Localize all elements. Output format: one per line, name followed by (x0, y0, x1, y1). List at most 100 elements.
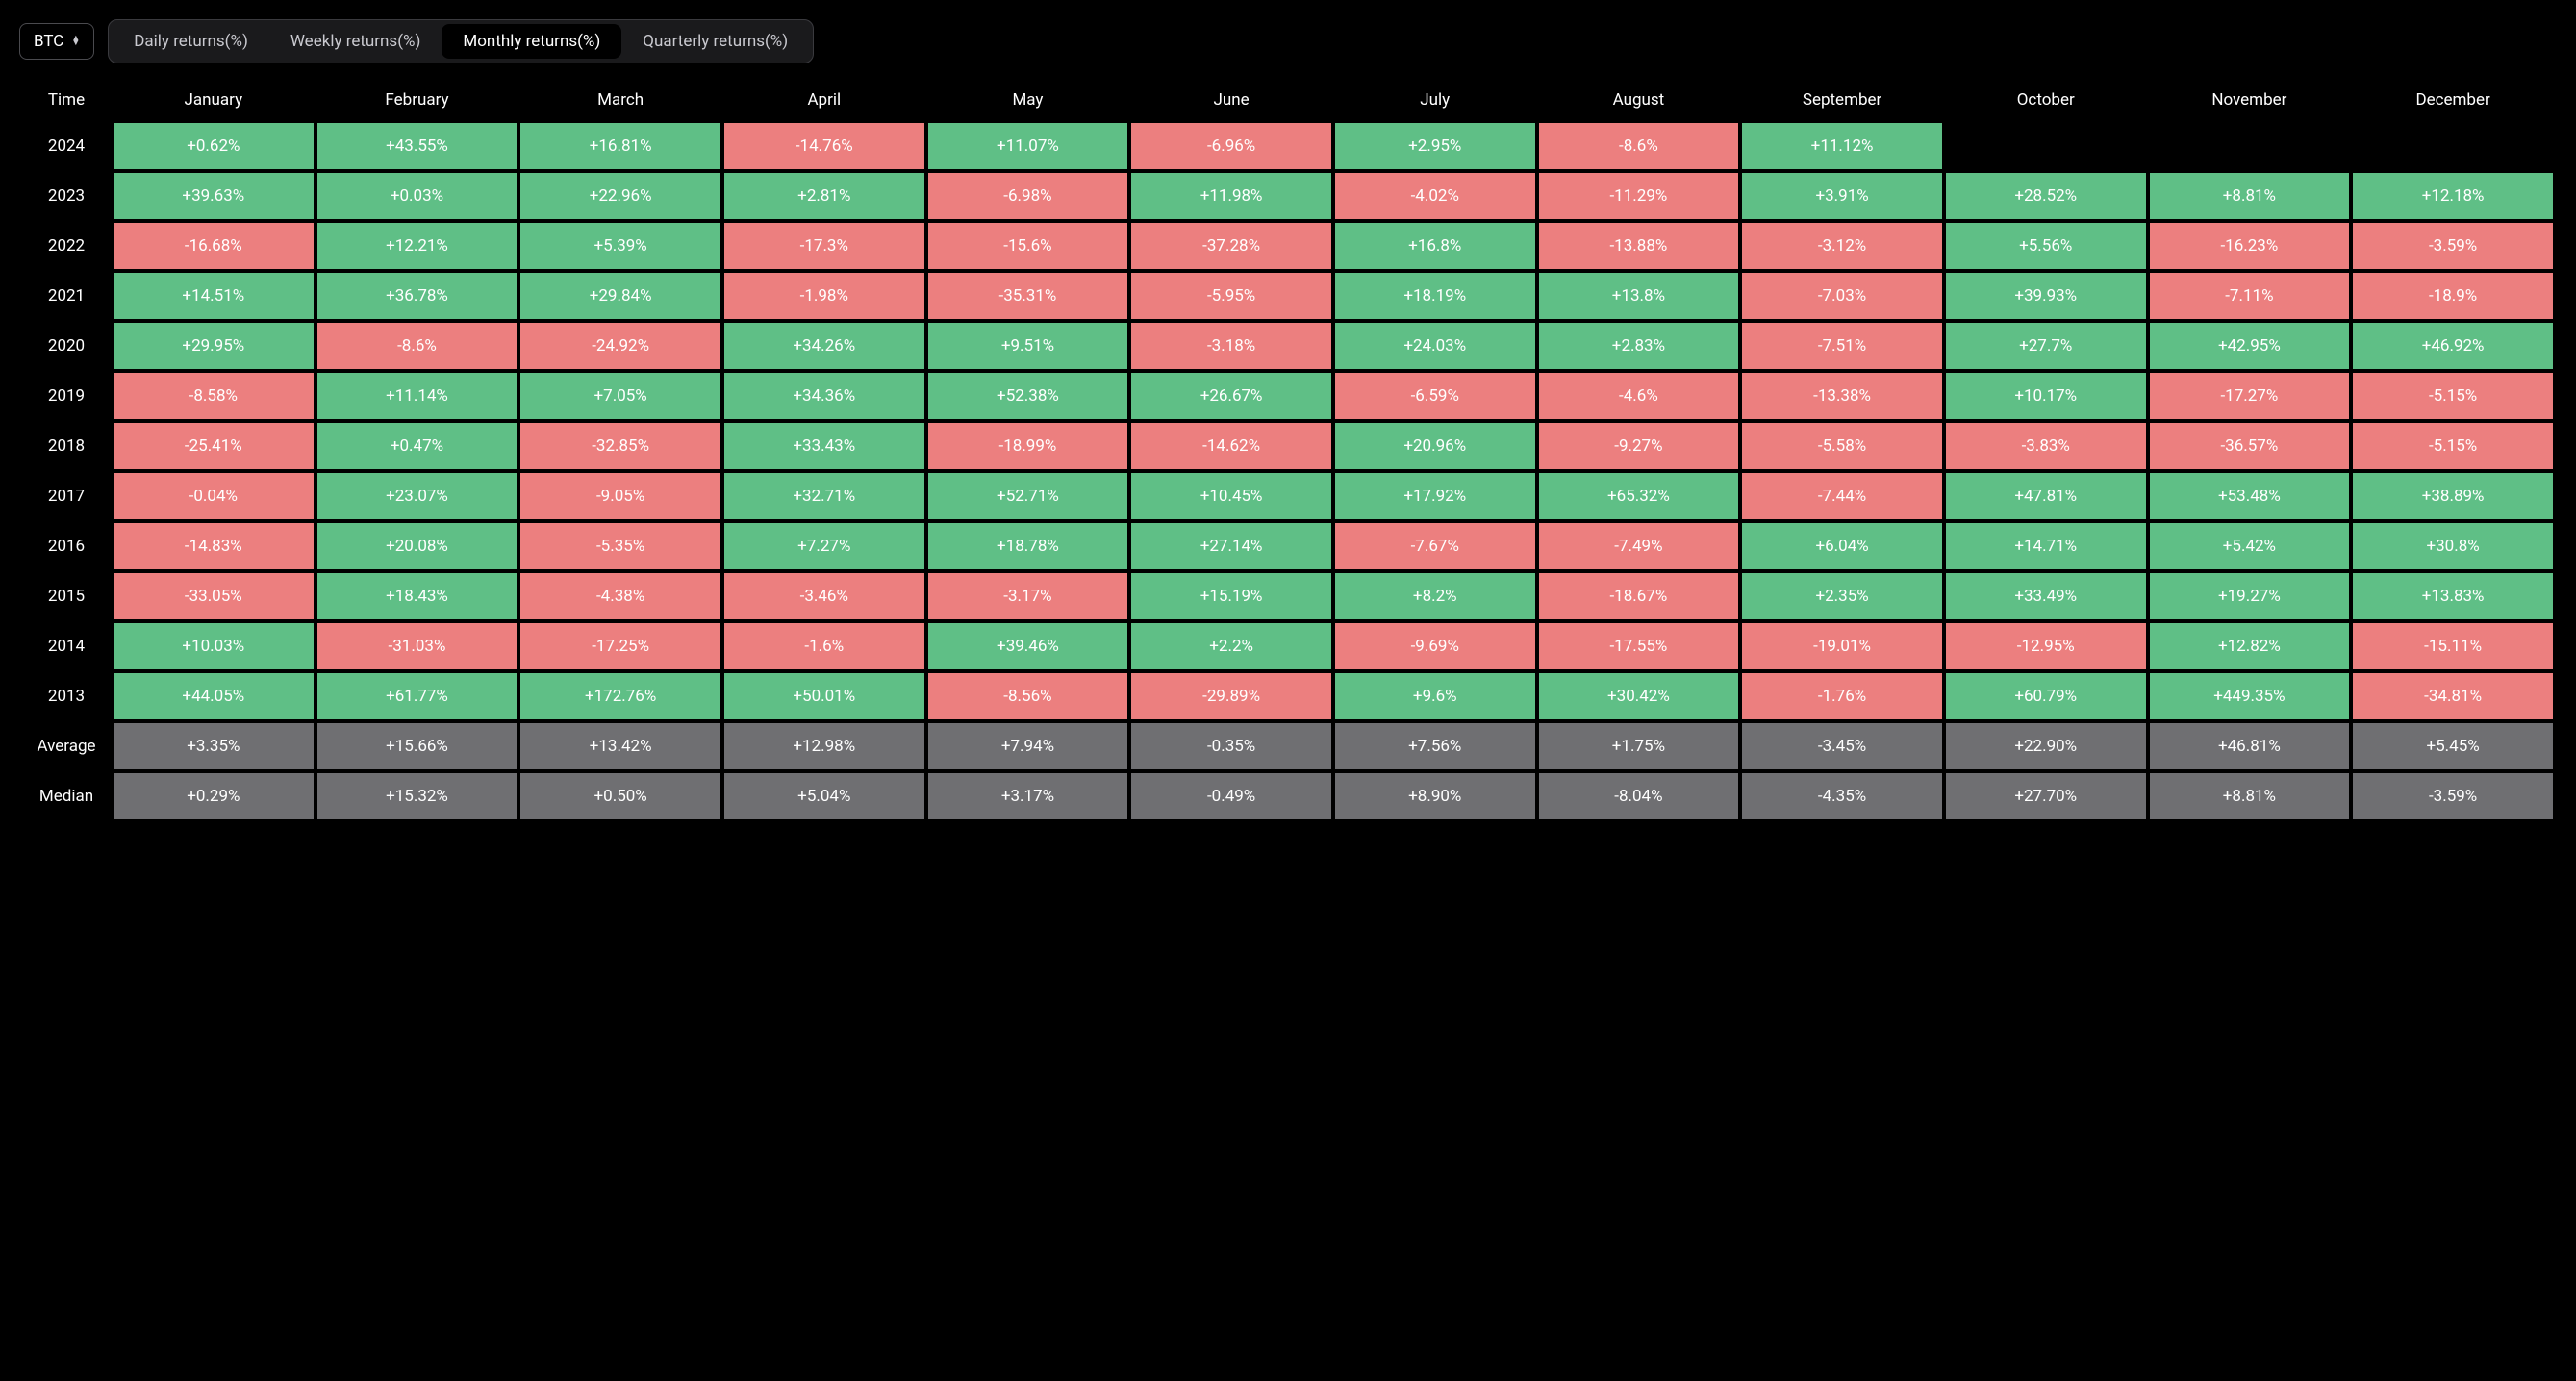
month-column-header: May (928, 81, 1128, 119)
summary-cell: +7.94% (928, 723, 1128, 769)
table-body: 2024+0.62%+43.55%+16.81%-14.76%+11.07%-6… (23, 123, 2553, 819)
return-cell: -16.23% (2150, 223, 2350, 269)
return-cell: +33.49% (1946, 573, 2146, 619)
table-row: 2018-25.41%+0.47%-32.85%+33.43%-18.99%-1… (23, 423, 2553, 469)
return-cell: -7.51% (1742, 323, 1942, 369)
return-cell: +11.14% (317, 373, 518, 419)
return-cell: -5.58% (1742, 423, 1942, 469)
return-cell: -7.03% (1742, 273, 1942, 319)
return-cell: +0.47% (317, 423, 518, 469)
return-cell: -5.35% (520, 523, 720, 569)
summary-cell: +5.45% (2353, 723, 2553, 769)
return-cell: +32.71% (724, 473, 924, 519)
return-cell: +26.67% (1131, 373, 1331, 419)
return-cell: +50.01% (724, 673, 924, 719)
return-cell: +2.81% (724, 173, 924, 219)
summary-label: Median (23, 773, 110, 819)
year-label: 2022 (23, 223, 110, 269)
return-cell: +39.93% (1946, 273, 2146, 319)
return-cell: -14.76% (724, 123, 924, 169)
return-cell: +46.92% (2353, 323, 2553, 369)
return-cell: -5.15% (2353, 373, 2553, 419)
return-cell: +42.95% (2150, 323, 2350, 369)
return-cell: -3.46% (724, 573, 924, 619)
return-cell: +18.78% (928, 523, 1128, 569)
month-column-header: February (317, 81, 518, 119)
return-cell: +5.39% (520, 223, 720, 269)
summary-cell: +3.35% (114, 723, 314, 769)
year-label: 2018 (23, 423, 110, 469)
return-cell: +20.96% (1335, 423, 1535, 469)
return-cell: +36.78% (317, 273, 518, 319)
return-cell: -9.27% (1539, 423, 1739, 469)
return-cell: -33.05% (114, 573, 314, 619)
summary-cell: +22.90% (1946, 723, 2146, 769)
return-cell: +10.17% (1946, 373, 2146, 419)
return-cell: +7.27% (724, 523, 924, 569)
summary-cell: +27.70% (1946, 773, 2146, 819)
interval-tab[interactable]: Daily returns(%) (113, 24, 269, 59)
table-row: 2015-33.05%+18.43%-4.38%-3.46%-3.17%+15.… (23, 573, 2553, 619)
return-cell: -1.76% (1742, 673, 1942, 719)
asset-selector[interactable]: BTC ▲▼ (19, 23, 94, 60)
return-cell: -29.89% (1131, 673, 1331, 719)
return-cell: -3.59% (2353, 223, 2553, 269)
return-cell: +9.6% (1335, 673, 1535, 719)
return-cell: +9.51% (928, 323, 1128, 369)
return-cell: +30.8% (2353, 523, 2553, 569)
return-cell: +11.12% (1742, 123, 1942, 169)
month-column-header: March (520, 81, 720, 119)
return-cell: +38.89% (2353, 473, 2553, 519)
summary-cell: +7.56% (1335, 723, 1535, 769)
summary-cell: +8.81% (2150, 773, 2350, 819)
return-cell: +12.18% (2353, 173, 2553, 219)
table-row: 2024+0.62%+43.55%+16.81%-14.76%+11.07%-6… (23, 123, 2553, 169)
summary-cell: -0.35% (1131, 723, 1331, 769)
return-cell: +53.48% (2150, 473, 2350, 519)
return-cell: -7.11% (2150, 273, 2350, 319)
return-cell: -1.6% (724, 623, 924, 669)
return-cell: -37.28% (1131, 223, 1331, 269)
return-cell: +11.98% (1131, 173, 1331, 219)
summary-cell: +0.29% (114, 773, 314, 819)
return-cell: +449.35% (2150, 673, 2350, 719)
table-row: 2020+29.95%-8.6%-24.92%+34.26%+9.51%-3.1… (23, 323, 2553, 369)
return-cell: +7.05% (520, 373, 720, 419)
interval-tab[interactable]: Quarterly returns(%) (621, 24, 809, 59)
interval-tab[interactable]: Weekly returns(%) (269, 24, 442, 59)
return-cell: -8.56% (928, 673, 1128, 719)
return-cell: -7.49% (1539, 523, 1739, 569)
month-column-header: December (2353, 81, 2553, 119)
return-cell: +65.32% (1539, 473, 1739, 519)
return-cell: +10.03% (114, 623, 314, 669)
return-cell: -14.62% (1131, 423, 1331, 469)
return-cell: +52.71% (928, 473, 1128, 519)
return-cell: +3.91% (1742, 173, 1942, 219)
return-cell: +12.21% (317, 223, 518, 269)
summary-cell: +13.42% (520, 723, 720, 769)
return-cell: +8.2% (1335, 573, 1535, 619)
return-cell: -7.44% (1742, 473, 1942, 519)
return-cell: -35.31% (928, 273, 1128, 319)
return-cell: -34.81% (2353, 673, 2553, 719)
month-column-header: July (1335, 81, 1535, 119)
return-cell: +27.14% (1131, 523, 1331, 569)
summary-cell: +46.81% (2150, 723, 2350, 769)
return-cell: -6.59% (1335, 373, 1535, 419)
asset-selector-value: BTC (34, 32, 63, 51)
return-cell: +34.26% (724, 323, 924, 369)
return-cell: -4.38% (520, 573, 720, 619)
year-label: 2020 (23, 323, 110, 369)
return-cell: -3.12% (1742, 223, 1942, 269)
returns-heatmap-table: TimeJanuaryFebruaryMarchAprilMayJuneJuly… (19, 77, 2557, 823)
return-cell: +34.36% (724, 373, 924, 419)
month-column-header: September (1742, 81, 1942, 119)
year-label: 2015 (23, 573, 110, 619)
return-cell: +44.05% (114, 673, 314, 719)
return-cell: -8.6% (1539, 123, 1739, 169)
return-cell: +39.63% (114, 173, 314, 219)
return-cell: +33.43% (724, 423, 924, 469)
return-cell (2150, 123, 2350, 169)
interval-tab[interactable]: Monthly returns(%) (442, 24, 621, 59)
top-controls: BTC ▲▼ Daily returns(%)Weekly returns(%)… (19, 19, 2557, 63)
